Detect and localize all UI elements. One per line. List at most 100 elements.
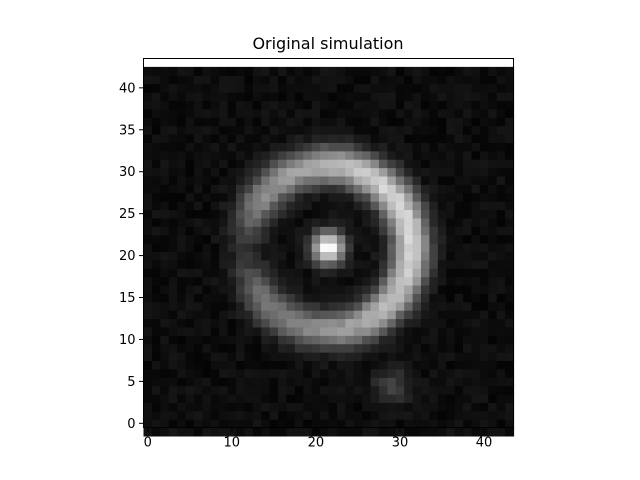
heatmap-cell	[370, 83, 380, 93]
heatmap-cell	[362, 217, 372, 227]
heatmap-cell	[421, 419, 431, 429]
heatmap-cell	[488, 175, 498, 185]
heatmap-cell	[193, 209, 203, 219]
heatmap-cell	[463, 184, 473, 194]
heatmap-cell	[286, 142, 296, 152]
heatmap-cell	[345, 360, 355, 370]
heatmap-cell	[362, 410, 372, 420]
heatmap-cell	[303, 377, 313, 387]
heatmap-cell	[261, 83, 271, 93]
heatmap-cell	[479, 259, 489, 269]
heatmap-cell	[143, 243, 153, 252]
heatmap-cell	[227, 276, 237, 286]
heatmap-cell	[471, 427, 481, 437]
heatmap-cell	[370, 259, 380, 269]
heatmap-cell	[210, 201, 220, 211]
heatmap-cell	[496, 393, 506, 403]
heatmap-cell	[143, 75, 153, 85]
heatmap-cell	[311, 368, 321, 378]
heatmap-cell	[378, 284, 388, 294]
heatmap-cell	[202, 301, 212, 311]
heatmap-cell	[362, 125, 372, 135]
heatmap-cell	[421, 268, 431, 278]
heatmap-cell	[294, 410, 304, 420]
heatmap-cell	[370, 393, 380, 403]
heatmap-cell	[320, 209, 330, 219]
heatmap-cell	[210, 427, 220, 437]
heatmap-cell	[227, 133, 237, 143]
heatmap-cell	[294, 360, 304, 370]
heatmap-cell	[429, 343, 439, 353]
heatmap-cell	[193, 133, 203, 143]
heatmap-cell	[421, 92, 431, 102]
heatmap-cell	[353, 268, 363, 278]
heatmap-cell	[471, 209, 481, 219]
heatmap-cell	[421, 243, 431, 252]
heatmap-cell	[353, 343, 363, 353]
heatmap-cell	[505, 75, 515, 85]
heatmap-cell	[294, 259, 304, 269]
heatmap-cell	[437, 276, 447, 286]
heatmap-cell	[446, 343, 456, 353]
heatmap-cell	[278, 352, 288, 362]
heatmap-cell	[160, 75, 170, 85]
heatmap-cell	[404, 108, 414, 118]
heatmap-cell	[286, 167, 296, 177]
heatmap-cell	[278, 419, 288, 429]
heatmap-cell	[370, 192, 380, 202]
heatmap-cell	[244, 117, 254, 127]
heatmap-cell	[227, 419, 237, 429]
heatmap-cell	[185, 268, 195, 278]
heatmap-cell	[286, 377, 296, 387]
heatmap-cell	[219, 92, 229, 102]
heatmap-cell	[370, 268, 380, 278]
heatmap-cell	[404, 92, 414, 102]
heatmap-cell	[303, 310, 313, 320]
heatmap-cell	[454, 226, 464, 236]
heatmap-cell	[479, 209, 489, 219]
heatmap-cell	[463, 385, 473, 395]
heatmap-cell	[412, 159, 422, 169]
heatmap-cell	[320, 335, 330, 345]
heatmap-cell	[437, 259, 447, 269]
heatmap-cell	[328, 402, 338, 412]
y-tick-label: 25	[119, 207, 136, 222]
heatmap-cell	[303, 352, 313, 362]
heatmap-cell	[177, 419, 187, 429]
heatmap-cell	[202, 352, 212, 362]
heatmap-cell	[463, 226, 473, 236]
heatmap-cell	[454, 410, 464, 420]
heatmap-cell	[362, 368, 372, 378]
heatmap-cell	[252, 167, 262, 177]
heatmap-cell	[429, 167, 439, 177]
heatmap-cell	[378, 167, 388, 177]
heatmap-cell	[168, 419, 178, 429]
heatmap-cell	[168, 100, 178, 110]
heatmap-cell	[387, 419, 397, 429]
heatmap-cell	[353, 318, 363, 328]
heatmap-cell	[320, 159, 330, 169]
heatmap-cell	[269, 167, 279, 177]
heatmap-cell	[345, 310, 355, 320]
heatmap-cell	[269, 142, 279, 152]
heatmap-cell	[387, 217, 397, 227]
heatmap-cell	[353, 201, 363, 211]
heatmap-cell	[210, 301, 220, 311]
heatmap-cell	[378, 175, 388, 185]
heatmap-cell	[320, 150, 330, 160]
heatmap-cell	[437, 326, 447, 336]
heatmap-cell	[286, 385, 296, 395]
heatmap-cell	[252, 251, 262, 261]
heatmap-cell	[387, 167, 397, 177]
heatmap-cell	[370, 385, 380, 395]
heatmap-cell	[294, 251, 304, 261]
heatmap-cell	[177, 92, 187, 102]
heatmap-cell	[244, 377, 254, 387]
y-tick-label: 5	[127, 375, 135, 390]
heatmap-cell	[168, 159, 178, 169]
heatmap-cell	[151, 335, 161, 345]
heatmap-cell	[278, 192, 288, 202]
heatmap-cell	[193, 385, 203, 395]
heatmap-cell	[193, 83, 203, 93]
heatmap-cell	[336, 276, 346, 286]
